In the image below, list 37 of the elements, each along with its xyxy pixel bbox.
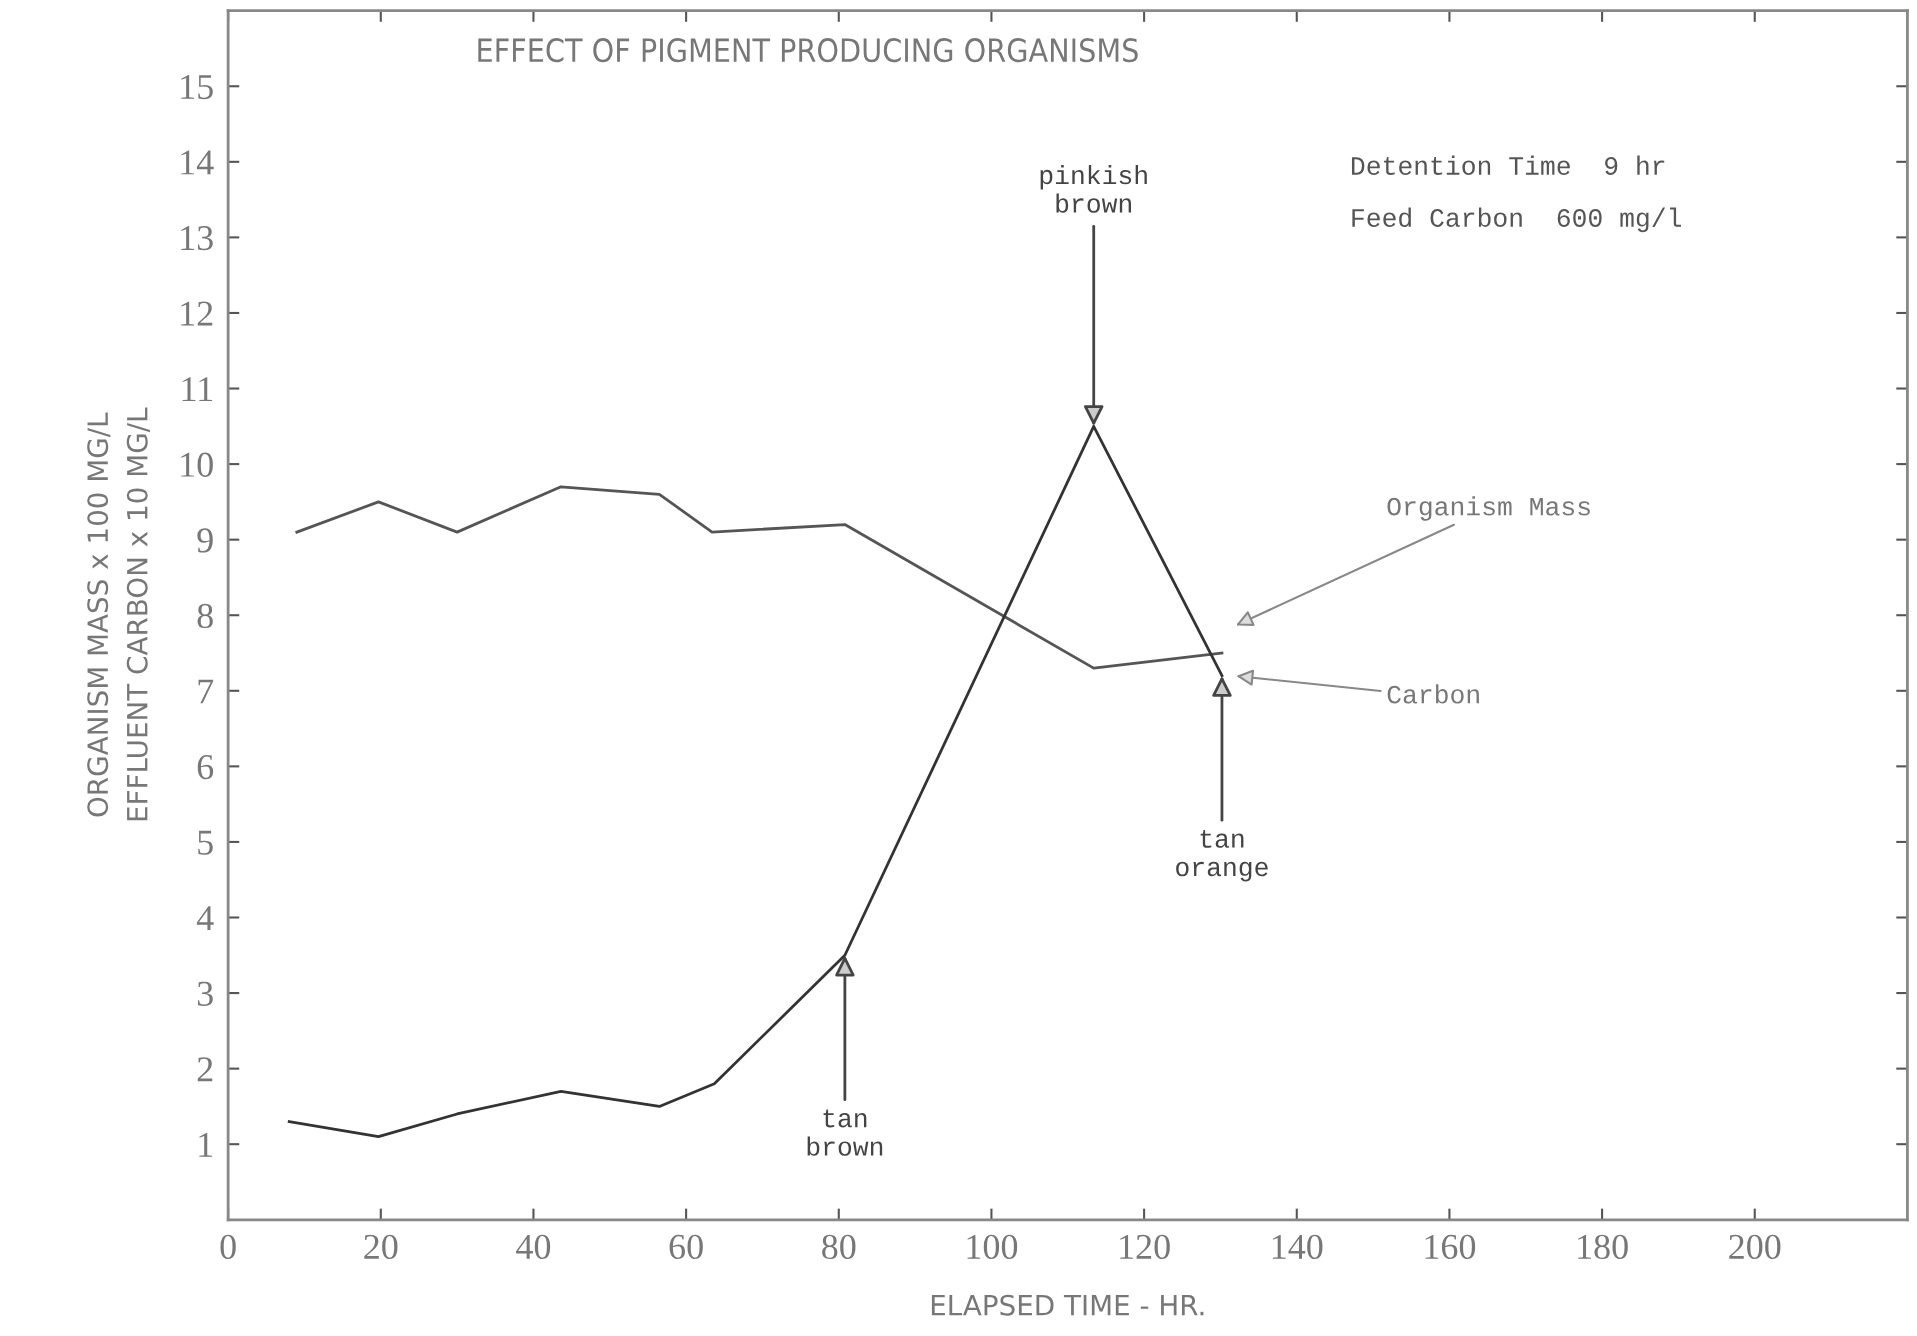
y-tick-label: 8 (197, 603, 213, 629)
x-tick-label: 40 (516, 1234, 551, 1260)
y-tick-label: 14 (181, 150, 214, 175)
y-tick-label: 4 (196, 906, 214, 931)
x-tick-label: 180 (1578, 1234, 1628, 1260)
x-tick-label: 20 (364, 1234, 398, 1260)
line-series (295, 485, 1224, 670)
y-tick-label: 6 (197, 754, 214, 780)
annotation: Feed Carbon 600 mg/l (1352, 207, 1681, 233)
x-tick-label: 0 (220, 1234, 236, 1260)
annotation: tan orange (1176, 830, 1268, 882)
annotation: pinkish brown (1040, 164, 1147, 213)
annotation: Detention Time 9 hr (1351, 155, 1665, 175)
text: EFFECT OF PIGMENT PRODUCING ORGANISMS (478, 38, 1138, 63)
text: Organism Mass (1387, 496, 1590, 521)
x-axis-title: ELAPSED TIME - HR. (931, 1294, 1204, 1316)
y-tick-label: 1 (199, 1132, 213, 1157)
y-tick-label: 2 (197, 1057, 213, 1082)
y-tick-label: 10 (181, 452, 213, 477)
y-tick-label: 9 (197, 528, 213, 553)
annotation: tan brown (807, 1109, 883, 1156)
y-tick-label: 12 (181, 301, 213, 326)
x-tick-label: 60 (669, 1234, 703, 1260)
y-tick-label: 15 (181, 74, 213, 100)
y-tick-label: 13 (181, 226, 213, 251)
x-tick-label: 200 (1729, 1234, 1781, 1260)
x-tick-label: 140 (1272, 1234, 1323, 1260)
y-tick-label: 3 (197, 981, 213, 1006)
text: Carbon (1387, 684, 1479, 704)
x-tick-label: 100 (967, 1234, 1018, 1260)
x-tick-label: 160 (1425, 1234, 1476, 1260)
x-tick-label: 120 (1120, 1234, 1170, 1260)
y-tick-label: 11 (182, 377, 213, 402)
x-tick-label: 80 (822, 1234, 856, 1260)
y-tick-label: 5 (198, 830, 213, 855)
y-tick-label: 7 (198, 679, 214, 704)
y-axis-title: ORGANISM MASS x 100 MG/L EFFLUENT CARBON x 10 MG/L (87, 407, 150, 821)
